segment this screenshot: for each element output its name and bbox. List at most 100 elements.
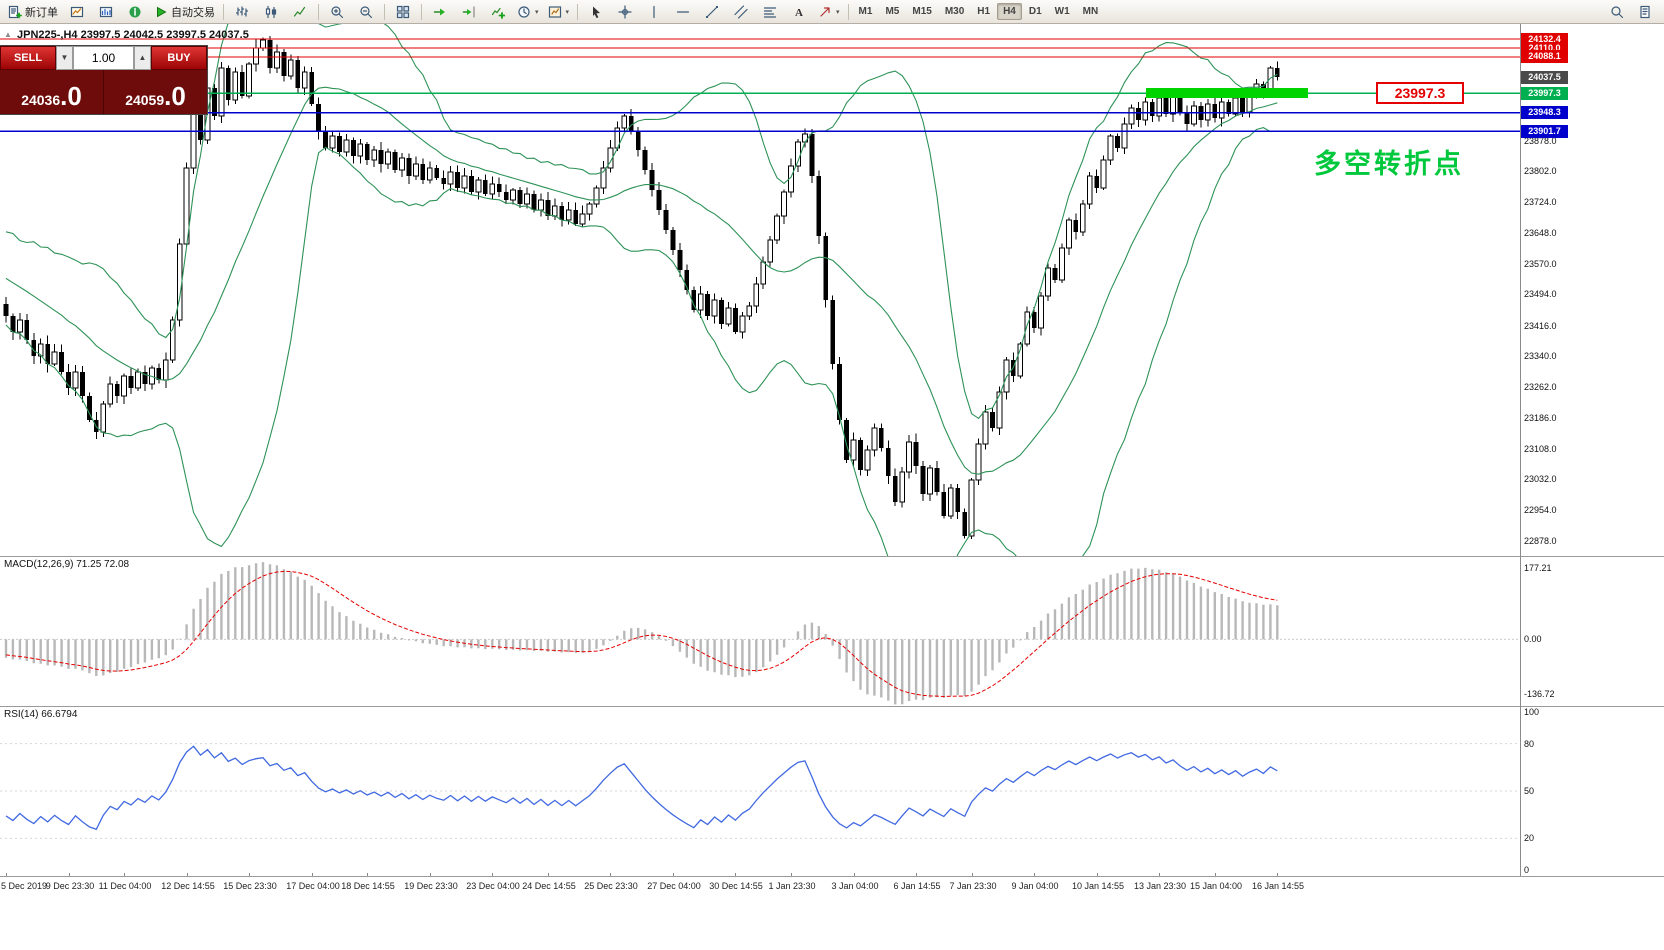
time-label[interactable]: 10 Jan 14:55 <box>1071 881 1125 891</box>
new-order-button[interactable]: 新订单 <box>4 1 62 23</box>
time-label[interactable]: 18 Dec 14:55 <box>341 881 395 891</box>
toolbar-separator <box>421 3 422 20</box>
sell-button[interactable]: SELL <box>0 46 56 70</box>
candlestick-chart-button[interactable] <box>257 1 285 23</box>
time-label[interactable]: 16 Jan 14:55 <box>1251 881 1305 891</box>
time-tick <box>1159 873 1160 876</box>
rsi-axis-label: 0 <box>1524 865 1530 875</box>
macd-panel[interactable] <box>0 557 1520 706</box>
macd-indicator-label: MACD(12,26,9) 71.25 72.08 <box>4 559 130 570</box>
horizontal-line-button[interactable] <box>669 1 697 23</box>
cursor-button[interactable] <box>582 1 610 23</box>
zoom-out-icon <box>360 5 373 18</box>
time-label[interactable]: 13 Jan 23:30 <box>1133 881 1187 891</box>
timeframe-w1-button[interactable]: W1 <box>1054 6 1070 17</box>
time-label[interactable]: 23 Dec 04:00 <box>466 881 520 891</box>
rsi-panel[interactable] <box>0 707 1520 876</box>
one-click-trading-panel: SELL ▼ 1.00 ▲ BUY 24036.0 24059.0 <box>0 45 208 115</box>
volume-input[interactable]: 1.00 <box>73 46 134 70</box>
line-chart-button[interactable] <box>286 1 314 23</box>
price-tick-label: 23416.0 <box>1524 321 1557 331</box>
timeframe-m30-button[interactable]: M30 <box>944 6 965 17</box>
horizontal-line-objects <box>0 38 1520 133</box>
time-label[interactable]: 11 Dec 04:00 <box>98 881 152 891</box>
trendline-button[interactable] <box>698 1 726 23</box>
time-label[interactable]: 15 Jan 04:00 <box>1189 881 1243 891</box>
zoom-in-button[interactable] <box>323 1 351 23</box>
time-label[interactable]: 27 Dec 04:00 <box>647 881 701 891</box>
macd-axis-label: 177.21 <box>1524 563 1552 573</box>
rsi-levels <box>0 743 1520 839</box>
main-price-chart[interactable] <box>0 24 1520 556</box>
time-tick <box>791 873 792 876</box>
one-click-toggle-icon[interactable]: ▲ <box>4 30 12 39</box>
tile-windows-button[interactable] <box>389 1 417 23</box>
search-button[interactable] <box>1603 1 1631 23</box>
auto-trading-label: 自动交易 <box>171 6 215 19</box>
volume-decrease-button[interactable]: ▼ <box>56 46 73 70</box>
new-window-button[interactable] <box>1632 1 1660 23</box>
zoom-out-button[interactable] <box>352 1 380 23</box>
channel-button[interactable] <box>727 1 755 23</box>
time-label[interactable]: 7 Jan 23:30 <box>949 881 997 891</box>
time-label[interactable]: 25 Dec 23:30 <box>584 881 638 891</box>
crosshair-icon <box>618 4 632 19</box>
timeframe-h1-button[interactable]: H1 <box>977 6 991 17</box>
time-tick <box>548 873 549 876</box>
price-tag: 24037.5 <box>1521 71 1568 84</box>
time-label[interactable]: 19 Dec 23:30 <box>404 881 458 891</box>
time-label[interactable]: 3 Jan 04:00 <box>831 881 879 891</box>
vertical-line-icon <box>653 5 655 18</box>
caret-down-icon: ▾ <box>565 8 570 16</box>
toolbar-separator <box>847 3 849 20</box>
bollinger-bands <box>5 24 1278 556</box>
chart-shift-button[interactable] <box>455 1 483 23</box>
sell-price[interactable]: 24036.0 <box>0 70 103 114</box>
timeframe-d1-button[interactable]: D1 <box>1028 6 1042 17</box>
caret-down-icon: ▾ <box>535 8 539 16</box>
panel-separator[interactable] <box>0 706 1664 707</box>
buy-price[interactable]: 24059.0 <box>103 70 207 114</box>
text-button[interactable]: A <box>785 1 813 23</box>
panel-separator[interactable] <box>0 876 1664 877</box>
line-chart-icon <box>293 6 306 17</box>
time-label[interactable]: 6 Jan 14:55 <box>893 881 941 891</box>
time-label[interactable]: 30 Dec 14:55 <box>709 881 763 891</box>
time-label[interactable]: 5 Dec 2019 <box>1 881 48 891</box>
arrows-button[interactable]: ▾ <box>814 1 844 23</box>
timeframe-mn-button[interactable]: MN <box>1082 6 1099 17</box>
rsi-axis-label: 100 <box>1524 707 1540 717</box>
panel-separator[interactable] <box>0 556 1664 557</box>
timeframe-m5-button[interactable]: M5 <box>885 6 900 17</box>
periods-button[interactable]: ▾ <box>513 1 543 23</box>
time-label[interactable]: 9 Dec 23:30 <box>45 881 95 891</box>
bar-chart-button[interactable] <box>228 1 256 23</box>
price-tick-label: 22878.0 <box>1524 536 1557 546</box>
data-window-button[interactable] <box>121 1 149 23</box>
toolbar-separator <box>384 3 385 20</box>
clock-icon <box>518 5 530 18</box>
charts-button[interactable] <box>63 1 91 23</box>
fibonacci-button[interactable] <box>756 1 784 23</box>
crosshair-button[interactable] <box>611 1 639 23</box>
timeframe-h4-button[interactable]: H4 <box>997 3 1022 20</box>
templates-button[interactable]: ▾ <box>544 1 574 23</box>
volume-increase-button[interactable]: ▲ <box>134 46 151 70</box>
time-label[interactable]: 12 Dec 14:55 <box>161 881 215 891</box>
auto-trading-button[interactable]: 自动交易 <box>150 1 219 23</box>
indicators-button[interactable] <box>484 1 512 23</box>
market-watch-button[interactable] <box>92 1 120 23</box>
buy-button[interactable]: BUY <box>151 46 207 70</box>
time-label[interactable]: 9 Jan 04:00 <box>1011 881 1059 891</box>
auto-scroll-icon <box>433 8 445 15</box>
vertical-line-button[interactable] <box>640 1 668 23</box>
new-order-label: 新订单 <box>25 6 58 19</box>
auto-scroll-button[interactable] <box>426 1 454 23</box>
time-label[interactable]: 1 Jan 23:30 <box>768 881 816 891</box>
timeframe-m15-button[interactable]: M15 <box>912 6 932 17</box>
timeframe-m1-button[interactable]: M1 <box>858 6 873 17</box>
time-label[interactable]: 24 Dec 14:55 <box>522 881 576 891</box>
time-label[interactable]: 17 Dec 04:00 <box>286 881 340 891</box>
time-tick <box>1215 873 1216 876</box>
time-label[interactable]: 15 Dec 23:30 <box>223 881 277 891</box>
